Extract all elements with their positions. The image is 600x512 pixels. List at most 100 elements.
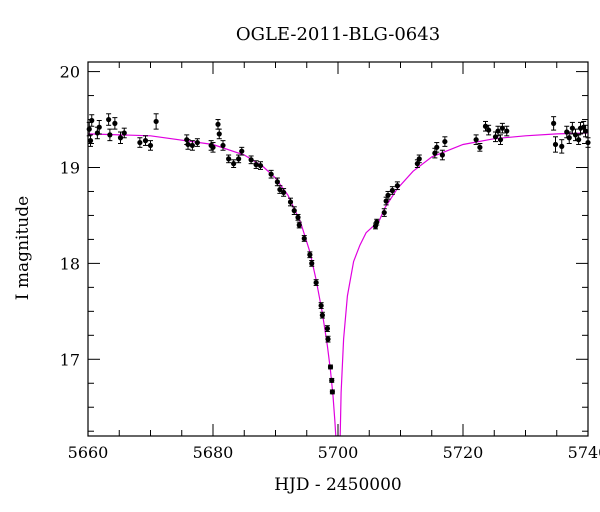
data-marker <box>253 162 259 168</box>
data-marker <box>307 252 313 258</box>
data-point <box>389 186 395 195</box>
data-marker <box>189 142 195 149</box>
data-point <box>329 377 335 383</box>
data-point <box>216 128 222 140</box>
data-point <box>291 206 297 215</box>
data-marker <box>383 198 389 204</box>
x-tick-label: 5700 <box>318 443 359 462</box>
data-marker <box>210 144 216 150</box>
data-marker <box>319 312 325 318</box>
data-point <box>96 119 102 135</box>
data-points-layer <box>86 113 591 395</box>
data-marker <box>551 120 557 126</box>
chart-title: OGLE-2011-BLG-0643 <box>236 24 440 45</box>
y-tick-label: 17 <box>60 350 80 369</box>
data-point <box>226 154 232 164</box>
data-point <box>416 154 422 164</box>
data-point <box>385 190 391 200</box>
axes-layer: 5660 5680 5700 5720 5740 17 18 19 20 <box>60 61 600 462</box>
data-marker <box>137 139 143 146</box>
data-marker <box>274 179 280 185</box>
data-point <box>268 169 274 179</box>
data-point <box>301 235 307 242</box>
data-marker <box>497 137 504 143</box>
data-marker <box>572 132 579 138</box>
data-point <box>194 138 200 147</box>
data-marker <box>318 302 324 309</box>
data-point <box>473 134 479 145</box>
data-point <box>295 213 301 221</box>
data-marker <box>486 127 492 133</box>
data-point <box>307 251 313 259</box>
data-point <box>220 140 226 151</box>
data-point <box>257 161 264 170</box>
data-marker <box>442 138 448 145</box>
data-point <box>582 124 589 138</box>
data-marker <box>389 187 395 194</box>
data-marker <box>313 279 319 286</box>
data-point <box>434 142 440 153</box>
data-marker <box>381 209 387 216</box>
data-point <box>137 137 143 148</box>
data-marker <box>121 130 127 136</box>
data-marker <box>499 125 505 131</box>
data-point <box>236 154 242 164</box>
data-point <box>495 125 501 137</box>
data-point <box>215 119 221 130</box>
data-marker <box>492 134 499 140</box>
data-point <box>442 136 448 147</box>
data-marker <box>559 143 565 149</box>
data-marker <box>504 128 510 134</box>
data-point <box>189 140 195 151</box>
data-marker <box>301 235 307 242</box>
data-marker <box>226 156 232 162</box>
plot-frame <box>87 61 589 437</box>
data-marker <box>394 183 400 189</box>
data-marker <box>147 142 154 149</box>
data-point <box>325 335 331 343</box>
data-marker <box>295 214 301 220</box>
data-point <box>394 181 400 191</box>
data-point <box>374 218 380 226</box>
data-marker <box>582 128 589 134</box>
data-point <box>121 127 127 139</box>
data-point <box>439 149 445 161</box>
data-marker <box>296 222 302 228</box>
data-marker <box>96 124 102 130</box>
x-tick-label: 5660 <box>68 443 109 462</box>
model-curve-layer <box>88 132 588 436</box>
y-tick-label: 19 <box>60 158 80 177</box>
data-marker <box>434 144 440 150</box>
data-point <box>253 160 259 169</box>
x-axis-label: HJD - 2450000 <box>274 475 402 495</box>
data-point <box>313 279 319 286</box>
data-marker <box>325 336 331 342</box>
data-marker <box>194 139 200 146</box>
data-point <box>497 134 504 145</box>
data-point <box>106 113 112 126</box>
data-marker <box>215 121 221 127</box>
data-marker <box>236 156 242 162</box>
data-point <box>142 135 149 146</box>
data-point <box>504 125 510 137</box>
data-marker <box>268 171 274 177</box>
data-marker <box>566 135 572 141</box>
data-point <box>559 139 565 154</box>
x-tick-label: 5680 <box>193 443 234 462</box>
x-tick-label: 5740 <box>568 443 600 462</box>
data-point <box>87 134 94 147</box>
data-point <box>296 221 302 229</box>
data-marker <box>107 132 113 138</box>
data-point <box>329 389 335 395</box>
data-marker <box>185 141 191 148</box>
y-axis-label: I magnitude <box>13 196 33 300</box>
data-marker <box>329 389 335 395</box>
data-marker <box>385 192 391 198</box>
data-marker <box>327 364 334 370</box>
data-point <box>381 208 387 217</box>
data-point <box>274 177 280 187</box>
x-tick-label: 5720 <box>443 443 484 462</box>
data-marker <box>239 148 245 154</box>
data-point <box>477 143 483 152</box>
data-marker <box>291 208 297 214</box>
